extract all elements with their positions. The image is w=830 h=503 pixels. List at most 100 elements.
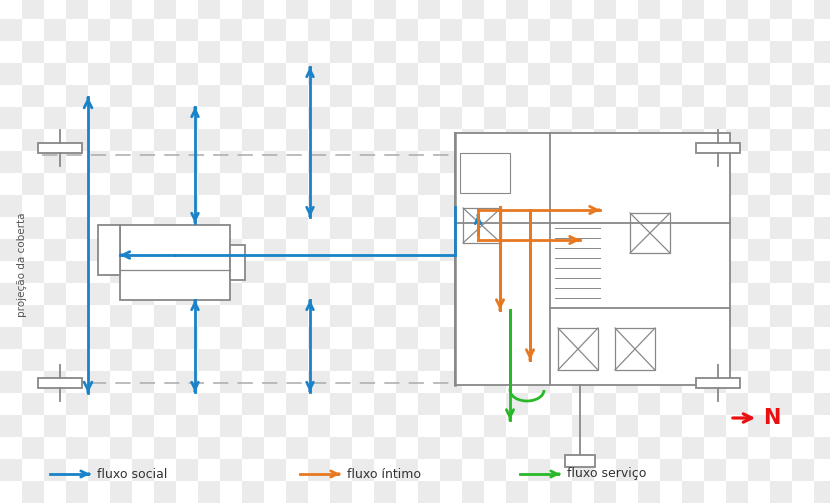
Bar [220, 63, 242, 85]
Bar [110, 173, 132, 195]
Bar [176, 239, 198, 261]
Bar [770, 305, 792, 327]
Bar [110, 129, 132, 151]
Bar [22, 0, 44, 19]
Bar [396, 19, 418, 41]
Bar [66, 41, 88, 63]
Bar [528, 195, 550, 217]
Bar [38, 143, 82, 153]
Bar [792, 283, 814, 305]
Bar [176, 151, 198, 173]
Bar [616, 283, 638, 305]
Bar [0, 107, 22, 129]
Bar [418, 217, 440, 239]
Bar [264, 239, 286, 261]
Bar [682, 217, 704, 239]
Bar [22, 393, 44, 415]
Bar [154, 349, 176, 371]
Bar [616, 151, 638, 173]
Bar [132, 151, 154, 173]
Bar [770, 41, 792, 63]
Bar [484, 327, 506, 349]
Bar [726, 481, 748, 503]
Bar [120, 225, 230, 300]
Bar [264, 283, 286, 305]
Bar [748, 63, 770, 85]
Bar [814, 129, 830, 151]
Bar [814, 437, 830, 459]
Bar [462, 261, 484, 283]
Bar [440, 19, 462, 41]
Bar [66, 217, 88, 239]
Bar [66, 85, 88, 107]
Bar [110, 481, 132, 503]
Bar [616, 239, 638, 261]
Bar [66, 393, 88, 415]
Bar [66, 129, 88, 151]
Text: fluxo social: fluxo social [97, 467, 168, 480]
Bar [770, 393, 792, 415]
Bar [242, 217, 264, 239]
Bar [286, 305, 308, 327]
Bar [463, 208, 501, 243]
Bar [0, 459, 22, 481]
Bar [814, 481, 830, 503]
Bar [66, 173, 88, 195]
Bar [132, 107, 154, 129]
Text: fluxo serviço: fluxo serviço [567, 467, 647, 480]
Bar [528, 19, 550, 41]
Bar [286, 393, 308, 415]
Bar [110, 305, 132, 327]
Bar [484, 63, 506, 85]
Bar [352, 371, 374, 393]
Bar [330, 0, 352, 19]
Bar [308, 107, 330, 129]
Bar [660, 459, 682, 481]
Bar [98, 225, 120, 275]
Bar [638, 261, 660, 283]
Bar [638, 217, 660, 239]
Bar [0, 239, 22, 261]
Bar [440, 327, 462, 349]
Bar [66, 305, 88, 327]
Bar [220, 283, 242, 305]
Bar [154, 129, 176, 151]
Bar [242, 173, 264, 195]
Bar [44, 283, 66, 305]
Bar [154, 393, 176, 415]
Bar [220, 19, 242, 41]
Bar [198, 437, 220, 459]
Bar [220, 415, 242, 437]
Bar [696, 378, 740, 388]
Bar [110, 85, 132, 107]
Bar [286, 261, 308, 283]
Bar [418, 173, 440, 195]
Bar [264, 327, 286, 349]
Bar [550, 305, 572, 327]
Bar [638, 85, 660, 107]
Bar [264, 107, 286, 129]
Bar [396, 415, 418, 437]
Bar [506, 261, 528, 283]
Bar [308, 151, 330, 173]
Bar [572, 151, 594, 173]
Bar [330, 173, 352, 195]
Bar [550, 437, 572, 459]
Bar [462, 85, 484, 107]
Bar [374, 173, 396, 195]
Bar [396, 327, 418, 349]
Bar [418, 481, 440, 503]
Bar [88, 151, 110, 173]
Bar [660, 415, 682, 437]
Bar [132, 415, 154, 437]
Bar [154, 261, 176, 283]
Bar [220, 371, 242, 393]
Bar [638, 481, 660, 503]
Bar [484, 239, 506, 261]
Bar [726, 437, 748, 459]
Bar [558, 328, 598, 370]
Bar [88, 459, 110, 481]
Bar [242, 393, 264, 415]
Bar [792, 327, 814, 349]
Bar [484, 151, 506, 173]
